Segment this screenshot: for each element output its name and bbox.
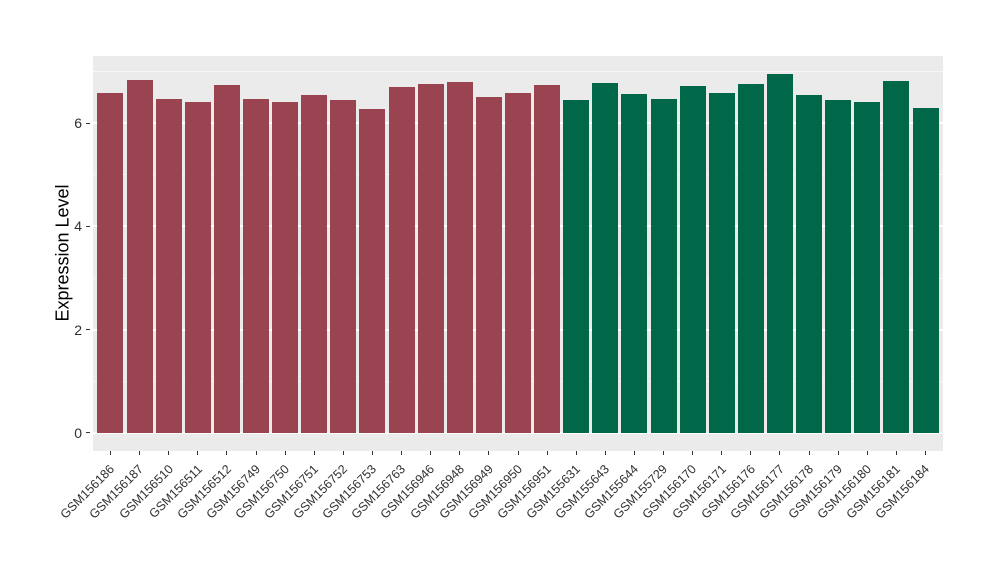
bar-GSM155644 [621, 94, 648, 433]
x-tick-mark [866, 451, 868, 455]
x-tick-mark [139, 451, 141, 455]
bar-GSM156184 [912, 107, 939, 433]
x-tick-mark [750, 451, 752, 455]
bar-GSM156178 [796, 95, 823, 433]
bar-GSM155631 [563, 100, 590, 433]
bar-GSM156751 [301, 94, 328, 433]
bar-GSM156753 [359, 109, 386, 433]
x-tick-mark [692, 451, 694, 455]
bar-GSM156752 [330, 100, 357, 433]
bar-GSM155729 [650, 99, 677, 433]
x-tick-mark [721, 451, 723, 455]
x-tick-mark [517, 451, 519, 455]
y-axis-title: Expression Level [52, 184, 73, 322]
bar-GSM156171 [708, 93, 735, 433]
x-tick-mark [168, 451, 170, 455]
x-tick-mark [604, 451, 606, 455]
y-tick-label: 0 [74, 424, 82, 441]
bar-GSM155643 [592, 82, 619, 433]
bar-GSM156179 [825, 99, 852, 433]
bar-GSM156186 [97, 93, 124, 433]
y-tick-label: 2 [74, 321, 82, 338]
bar-GSM156763 [388, 87, 415, 433]
x-tick-mark [663, 451, 665, 455]
x-tick-mark [430, 451, 432, 455]
x-tick-mark [226, 451, 228, 455]
bar-GSM156181 [883, 81, 910, 433]
bar-GSM156187 [126, 79, 153, 433]
x-tick-mark [109, 451, 111, 455]
x-tick-mark [313, 451, 315, 455]
bar-GSM156950 [505, 93, 531, 433]
x-tick-mark [575, 451, 577, 455]
x-tick-mark [895, 451, 897, 455]
bar-GSM156951 [534, 84, 561, 433]
x-tick-mark [401, 451, 403, 455]
plot-panel [93, 56, 943, 451]
x-tick-mark [342, 451, 344, 455]
x-tick-mark [197, 451, 199, 455]
x-tick-mark [284, 451, 286, 455]
bar-GSM156511 [184, 101, 211, 433]
x-tick-mark [459, 451, 461, 455]
y-tick-mark [86, 329, 90, 331]
bar-GSM156180 [854, 101, 881, 433]
x-tick-mark [546, 451, 548, 455]
bar-GSM156512 [213, 84, 240, 433]
bar-GSM156176 [737, 84, 764, 433]
bar-GSM156948 [446, 82, 473, 433]
bar-GSM156946 [417, 84, 444, 433]
y-tick-label: 4 [74, 218, 82, 235]
bar-GSM156177 [766, 74, 793, 433]
bar-GSM156170 [679, 85, 706, 433]
gridline-minor [93, 70, 943, 72]
bar-GSM156510 [155, 98, 182, 433]
x-tick-mark [779, 451, 781, 455]
gridline-major [93, 431, 943, 434]
x-tick-mark [925, 451, 927, 455]
y-tick-label: 6 [74, 115, 82, 132]
x-tick-mark [255, 451, 257, 455]
x-tick-mark [808, 451, 810, 455]
bar-GSM156749 [243, 98, 269, 433]
x-tick-mark [633, 451, 635, 455]
y-tick-mark [86, 225, 90, 227]
bar-GSM156949 [475, 96, 502, 433]
bar-GSM156750 [272, 102, 299, 433]
x-tick-mark [371, 451, 373, 455]
x-tick-mark [488, 451, 490, 455]
x-tick-mark [837, 451, 839, 455]
y-tick-mark [86, 432, 90, 434]
y-tick-mark [86, 122, 90, 124]
